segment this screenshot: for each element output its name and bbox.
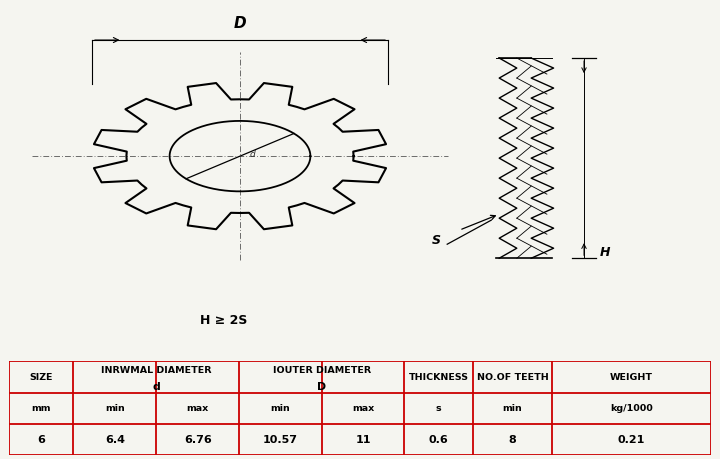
Text: 11: 11 [356,435,371,445]
Text: 0.6: 0.6 [429,435,449,445]
Text: THICKNESS: THICKNESS [409,373,469,382]
Text: WEIGHT: WEIGHT [610,373,653,382]
Text: min: min [105,404,125,413]
Text: H: H [600,246,611,259]
Text: 6.76: 6.76 [184,435,212,445]
Text: mm: mm [31,404,50,413]
Text: 6: 6 [37,435,45,445]
Text: 0.21: 0.21 [618,435,645,445]
Text: 8: 8 [508,435,516,445]
Text: SIZE: SIZE [30,373,53,382]
Text: kg/1000: kg/1000 [611,404,653,413]
Text: NO.OF TEETH: NO.OF TEETH [477,373,549,382]
Text: INRWMAL DIAMETER: INRWMAL DIAMETER [101,366,212,375]
Text: d: d [153,381,160,392]
Text: max: max [352,404,374,413]
Text: min: min [271,404,290,413]
Text: D: D [317,381,326,392]
Text: s: s [436,404,441,413]
Text: 10.57: 10.57 [263,435,298,445]
Text: D: D [234,16,246,31]
Text: d: d [249,150,255,159]
Text: max: max [186,404,209,413]
Text: 6.4: 6.4 [104,435,125,445]
Text: IOUTER DIAMETER: IOUTER DIAMETER [273,366,371,375]
Text: S: S [432,234,441,246]
Text: min: min [503,404,523,413]
Text: H ≥ 2S: H ≥ 2S [200,314,248,327]
